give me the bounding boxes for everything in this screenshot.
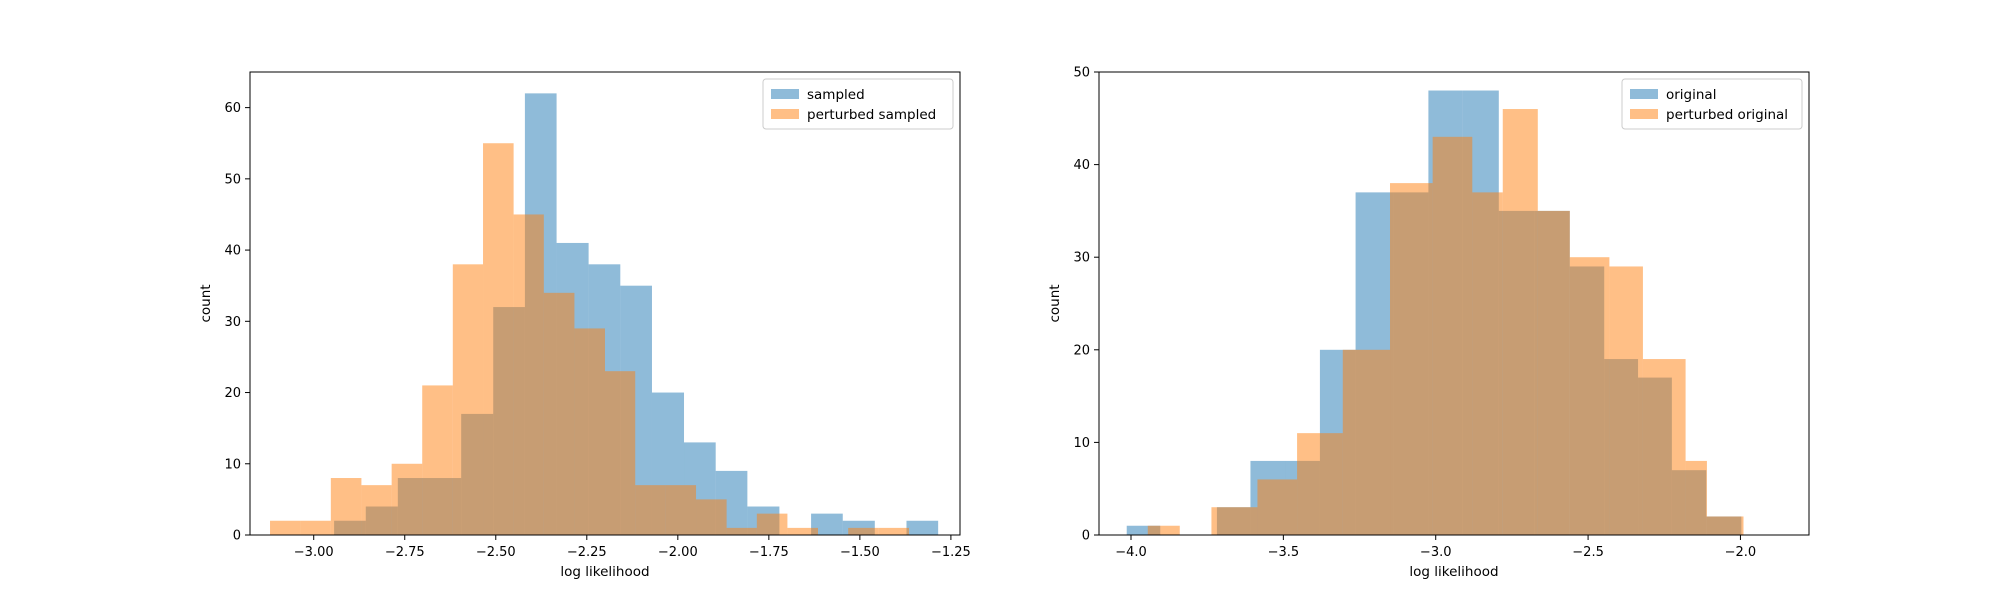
chart-right-legend-frame [1621, 78, 1803, 130]
bar-perturbed-sampled-0 [270, 520, 301, 535]
x-tick-label: −1.50 [840, 545, 880, 560]
chart-right-xlabel: log likelihood [1409, 564, 1498, 580]
chart-left-ylabel: count [198, 284, 214, 322]
axes-frame [249, 71, 961, 536]
chart-left-legend: sampled perturbed sampled [762, 78, 954, 130]
chart-right-legend-swatch-perturbed-original [1630, 109, 1658, 119]
bar-perturbed-sampled-19 [848, 527, 879, 535]
x-tick-label: −2.25 [567, 545, 607, 560]
bar-perturbed-sampled-2 [330, 478, 362, 535]
axes-frame [1098, 71, 1810, 536]
y-tick-label: 0 [1082, 529, 1090, 544]
y-tick-label: 20 [224, 386, 241, 401]
y-tick-label: 30 [1073, 251, 1090, 266]
bar-original-0 [1126, 525, 1161, 535]
bar-perturbed-original-7 [1432, 136, 1473, 535]
bar-perturbed-original-3 [1257, 479, 1298, 535]
bar-perturbed-sampled-13 [665, 485, 697, 535]
chart-right-ylabel: count [1047, 284, 1063, 322]
chart-right-axes: −4.0 −3.5 −3.0 −2.5 −2.0 0 10 20 30 40 50 [1073, 66, 1810, 560]
bar-perturbed-sampled-6 [452, 264, 484, 535]
bar-perturbed-original-0 [1147, 525, 1180, 535]
bar-sampled-18 [906, 520, 939, 535]
chart-right-bars [1126, 90, 1744, 536]
chart-right: −4.0 −3.5 −3.0 −2.5 −2.0 0 10 20 30 40 50 log like… [1047, 66, 1810, 580]
bar-perturbed-original-13 [1642, 359, 1686, 535]
bar-perturbed-original-9 [1502, 109, 1538, 535]
chart-left-legend-frame [762, 78, 954, 130]
bar-perturbed-sampled-9 [543, 292, 575, 535]
bar-perturbed-original-15 [1706, 516, 1744, 535]
bar-perturbed-original-8 [1472, 192, 1503, 535]
x-tick-label: −2.50 [476, 545, 516, 560]
chart-left-axes: −3.00 −2.75 −2.50 −2.25 −2.00 −1.75 −1.50 −1.25… [224, 71, 971, 560]
bar-perturbed-original-10 [1537, 210, 1570, 535]
chart-left: −3.00 −2.75 −2.50 −2.25 −2.00 −1.75 −1.50 −1.25… [198, 71, 971, 580]
x-tick-label: −2.5 [1572, 545, 1604, 560]
x-tick-label: −2.00 [658, 545, 698, 560]
bar-sampled-15 [811, 513, 843, 535]
bar-perturbed-original-2 [1211, 507, 1258, 535]
bar-perturbed-sampled-11 [605, 371, 636, 535]
y-tick-label: 40 [1073, 158, 1090, 173]
bar-perturbed-sampled-16 [756, 513, 788, 535]
chart-left-legend-label-sampled: sampled [807, 87, 865, 103]
bar-perturbed-sampled-10 [574, 328, 605, 535]
bar-perturbed-original-11 [1569, 257, 1610, 535]
bar-perturbed-sampled-14 [696, 499, 727, 535]
bar-perturbed-sampled-20 [878, 527, 910, 535]
bar-perturbed-original-14 [1685, 460, 1707, 535]
x-tick-label: −1.75 [749, 545, 789, 560]
x-tick-label: −3.0 [1420, 545, 1452, 560]
chart-right-legend-label-perturbed-original: perturbed original [1666, 107, 1788, 123]
bar-perturbed-original-5 [1342, 349, 1391, 535]
x-tick-label: −2.0 [1725, 545, 1757, 560]
chart-right-legend: original perturbed original [1621, 78, 1803, 130]
chart-left-legend-swatch-perturbed-sampled [771, 109, 799, 119]
chart-right-legend-label-original: original [1666, 87, 1716, 103]
y-tick-label: 20 [1073, 343, 1090, 358]
bar-perturbed-sampled-3 [361, 485, 392, 535]
chart-left-legend-swatch-sampled [771, 89, 799, 99]
y-tick-label: 30 [224, 315, 241, 330]
x-tick-label: −4.0 [1115, 545, 1147, 560]
y-tick-label: 50 [224, 172, 241, 187]
bar-perturbed-original-4 [1297, 433, 1343, 535]
chart-left-bars [270, 93, 939, 536]
bar-perturbed-sampled-5 [422, 385, 453, 535]
y-tick-label: 60 [224, 101, 241, 116]
bar-perturbed-original-6 [1390, 183, 1433, 535]
bar-perturbed-sampled-4 [391, 463, 423, 535]
y-tick-label: 10 [224, 457, 241, 472]
y-tick-label: 50 [1073, 66, 1090, 81]
x-tick-label: −1.25 [931, 545, 971, 560]
bar-perturbed-sampled-15 [726, 527, 757, 535]
chart-right-legend-swatch-original [1630, 89, 1658, 99]
bar-perturbed-sampled-8 [513, 214, 544, 535]
x-tick-label: −3.5 [1268, 545, 1300, 560]
bar-perturbed-original-12 [1609, 266, 1643, 535]
bar-perturbed-sampled-1 [300, 520, 331, 535]
y-tick-label: 40 [224, 244, 241, 259]
x-tick-label: −3.00 [294, 545, 334, 560]
y-tick-label: 0 [233, 529, 241, 544]
bar-perturbed-sampled-7 [483, 143, 514, 536]
x-tick-label: −2.75 [385, 545, 425, 560]
chart-left-xlabel: log likelihood [560, 564, 649, 580]
bar-perturbed-sampled-12 [635, 485, 666, 535]
chart-left-legend-label-perturbed-sampled: perturbed sampled [807, 107, 936, 123]
y-tick-label: 10 [1073, 436, 1090, 451]
bar-perturbed-sampled-17 [787, 527, 818, 535]
